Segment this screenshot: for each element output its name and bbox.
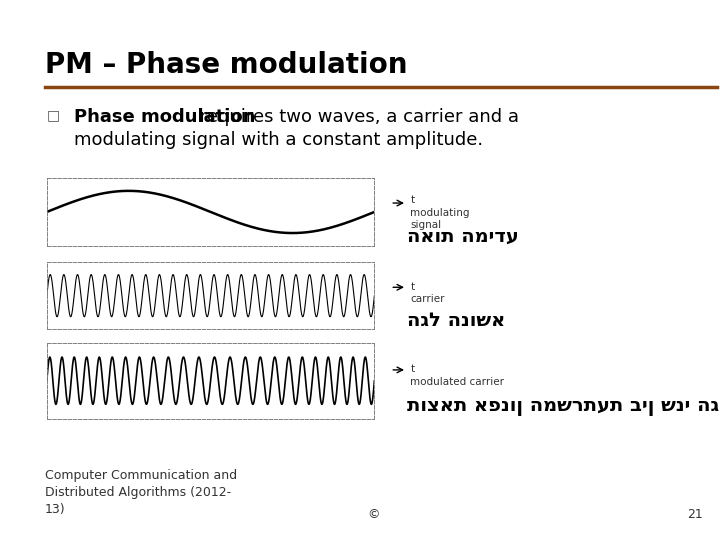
Text: t
carrier: t carrier [410, 282, 445, 304]
Text: t
modulating
signal: t modulating signal [410, 195, 470, 230]
Text: הגל הנושא: הגל הנושא [407, 310, 505, 329]
Text: האות המידע: האות המידע [407, 227, 518, 246]
Text: t
modulated carrier: t modulated carrier [410, 364, 505, 387]
Text: PM – Phase modulation: PM – Phase modulation [45, 51, 408, 79]
Text: Phase modulation: Phase modulation [74, 108, 256, 126]
Text: 21: 21 [687, 508, 703, 521]
Text: □: □ [47, 108, 60, 122]
Text: modulating signal with a constant amplitude.: modulating signal with a constant amplit… [74, 131, 484, 149]
Text: ©: © [367, 508, 380, 521]
Text: Computer Communication and
Distributed Algorithms (2012-
13): Computer Communication and Distributed A… [45, 469, 237, 516]
Text: requires two waves, a carrier and a: requires two waves, a carrier and a [194, 108, 518, 126]
Text: תוצאת אפנון המשרתעת בין שני הגלים: תוצאת אפנון המשרתעת בין שני הגלים [407, 397, 720, 416]
